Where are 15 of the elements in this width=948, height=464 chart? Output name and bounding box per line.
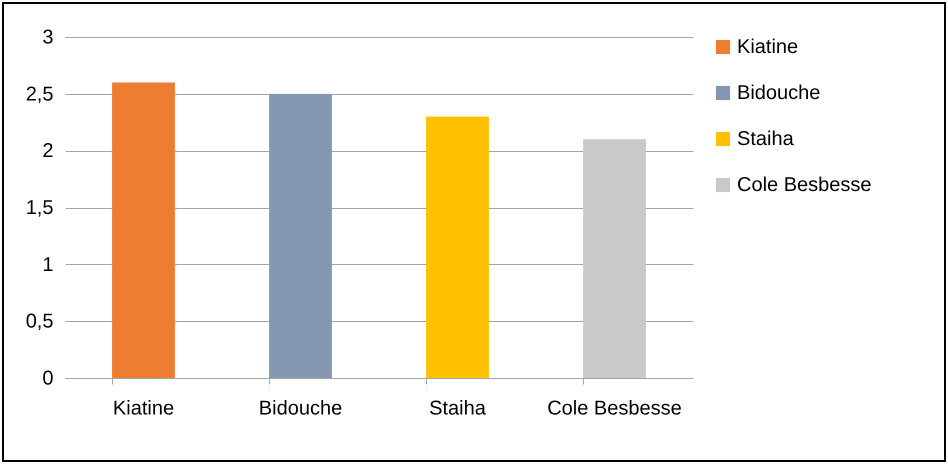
legend-label: Cole Besbesse (737, 174, 872, 196)
legend-label: Bidouche (737, 82, 820, 104)
x-tick-label: Bidouche (258, 398, 342, 420)
y-tick-label: 2 (42, 140, 54, 162)
y-tick-label: 1,5 (26, 197, 54, 219)
x-tick-label: Cole Besbesse (547, 398, 682, 420)
y-tick-label: 1 (42, 254, 54, 276)
x-tick-label: Staiha (429, 398, 487, 420)
legend-label: Kiatine (737, 36, 798, 58)
x-tick-label: Kiatine (112, 398, 174, 420)
y-tick-label: 0,5 (26, 310, 54, 333)
y-tick-label: 3 (42, 26, 54, 48)
y-tick-label: 0 (42, 368, 54, 390)
legend-label: Staiha (737, 128, 795, 150)
y-tick-label: 2,5 (26, 83, 54, 106)
